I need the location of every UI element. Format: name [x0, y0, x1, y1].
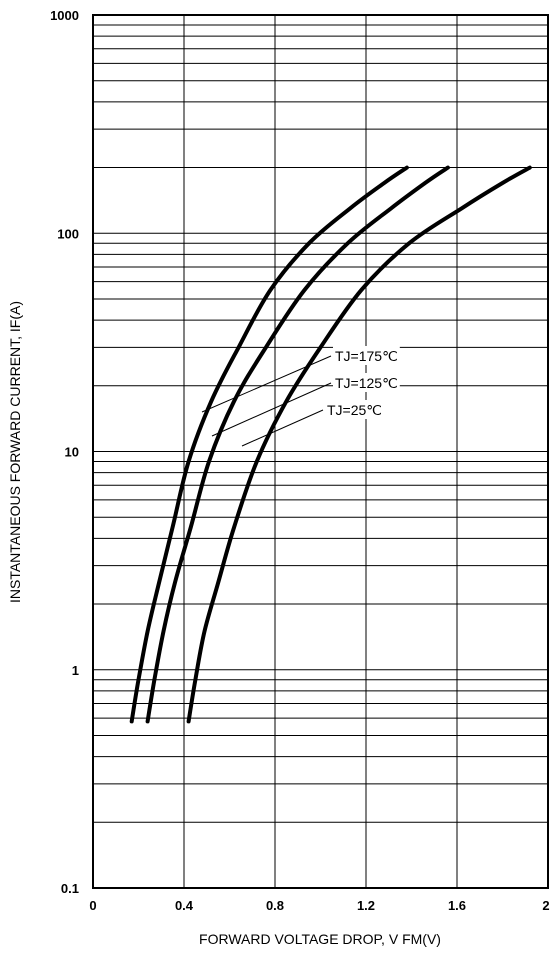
x-tick-label: 0 — [89, 898, 96, 913]
series-line-1 — [145, 165, 450, 724]
label-background — [333, 346, 400, 365]
x-tick-label: 0.8 — [266, 898, 284, 913]
y-tick-label: 100 — [57, 226, 79, 241]
leader-line-2 — [241, 409, 324, 447]
y-tick-label: 0.1 — [61, 881, 79, 896]
y-tick-label: 1 — [72, 663, 79, 678]
label-background — [325, 400, 384, 419]
y-tick-label: 1000 — [50, 8, 79, 23]
curves — [129, 165, 532, 724]
x-tick-label: 0.4 — [175, 898, 194, 913]
grid — [92, 14, 549, 889]
x-tick-label: 1.6 — [448, 898, 466, 913]
y-axis-title: INSTANTANEOUS FORWARD CURRENT, IF(A) — [7, 301, 23, 603]
x-tick-label: 2 — [542, 898, 549, 913]
series-line-0 — [129, 165, 409, 724]
series-label-2: TJ=25℃ — [327, 402, 382, 418]
y-tick-label: 10 — [65, 445, 79, 460]
label-background — [333, 373, 400, 392]
plot-frame — [92, 14, 549, 889]
series-labels: TJ=175℃ TJ=125℃ TJ=25℃ — [201, 346, 400, 447]
leader-line-0 — [201, 355, 332, 413]
leader-line-1 — [211, 382, 332, 437]
x-tick-label: 1.2 — [357, 898, 375, 913]
x-axis-title: FORWARD VOLTAGE DROP, V FM(V) — [199, 931, 441, 947]
tick-labels: 0 0.4 0.8 1.2 1.6 2 0.1 1 10 100 1000 — [50, 8, 550, 913]
series-line-2 — [186, 165, 532, 724]
series-label-1: TJ=125℃ — [335, 375, 398, 391]
series-label-0: TJ=175℃ — [335, 348, 398, 364]
